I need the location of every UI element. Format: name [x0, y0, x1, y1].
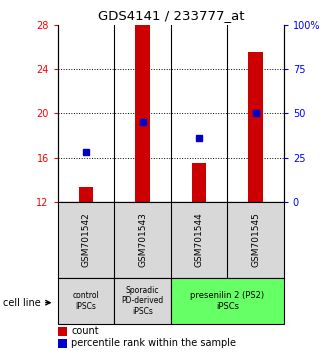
- Text: GSM701544: GSM701544: [194, 212, 204, 267]
- Bar: [58, 338, 67, 348]
- Bar: [58, 326, 67, 336]
- Text: cell line: cell line: [3, 298, 41, 308]
- Text: GSM701543: GSM701543: [138, 212, 147, 267]
- Text: presenilin 2 (PS2)
iPSCs: presenilin 2 (PS2) iPSCs: [190, 291, 264, 310]
- Text: count: count: [71, 326, 99, 336]
- Title: GDS4141 / 233777_at: GDS4141 / 233777_at: [98, 9, 244, 22]
- Bar: [79, 187, 93, 202]
- Bar: [171, 278, 284, 324]
- Bar: [248, 52, 263, 202]
- Bar: [135, 25, 149, 202]
- Text: Sporadic
PD-derived
iPSCs: Sporadic PD-derived iPSCs: [121, 286, 164, 316]
- Text: GSM701542: GSM701542: [82, 212, 90, 267]
- Bar: [192, 163, 206, 202]
- Text: percentile rank within the sample: percentile rank within the sample: [71, 338, 236, 348]
- Text: GSM701545: GSM701545: [251, 212, 260, 267]
- Text: control
IPSCs: control IPSCs: [73, 291, 99, 310]
- Bar: [114, 278, 171, 324]
- Bar: [58, 278, 114, 324]
